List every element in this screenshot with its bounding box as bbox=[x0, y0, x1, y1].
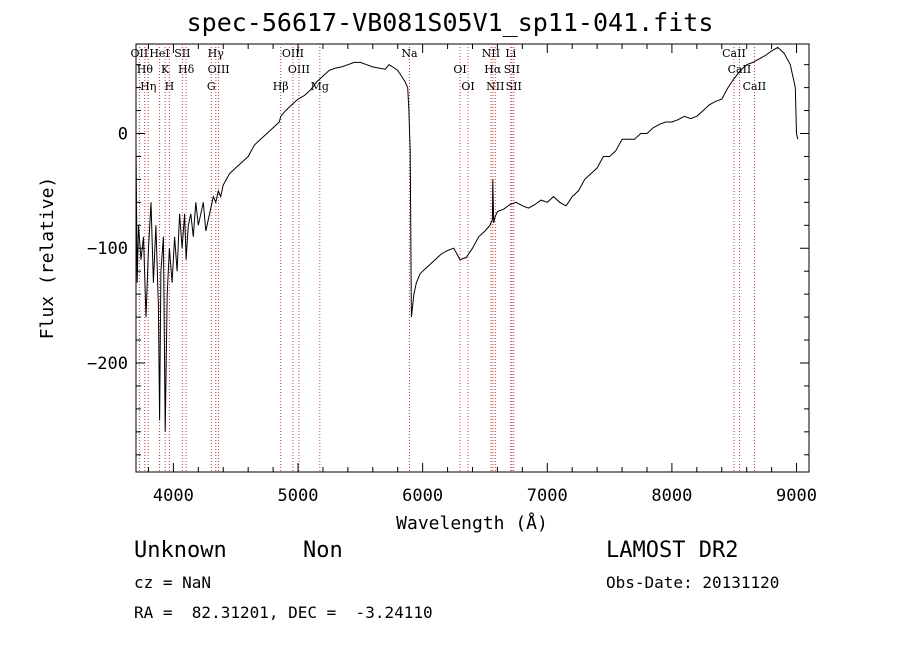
object-subclass: Non bbox=[303, 538, 343, 563]
line-label: K bbox=[161, 63, 170, 76]
line-label: NII bbox=[486, 80, 504, 93]
coordinates: RA = 82.31201, DEC = -3.24110 bbox=[134, 603, 433, 622]
line-label: CaII bbox=[743, 80, 767, 93]
line-label: Hη bbox=[140, 80, 156, 93]
line-label: Hγ bbox=[208, 47, 225, 60]
chart-title: spec-56617-VB081S05V1_sp11-041.fits bbox=[186, 8, 714, 37]
survey-name: LAMOST DR2 bbox=[606, 538, 739, 563]
line-label: CaII bbox=[728, 63, 752, 76]
line-label: Li bbox=[505, 47, 516, 60]
line-label: Hβ bbox=[273, 80, 289, 93]
line-label: H bbox=[165, 80, 175, 93]
line-label: Hα bbox=[484, 63, 502, 76]
y-axis-ticks: −200 −100 0 bbox=[87, 64, 809, 456]
line-label: CaII bbox=[722, 47, 746, 60]
line-label: SII bbox=[506, 80, 522, 93]
line-label: OIII bbox=[208, 63, 230, 76]
redshift-cz: cz = NaN bbox=[134, 573, 212, 592]
x-tick-label: 9000 bbox=[776, 486, 817, 506]
x-tick-label: 4000 bbox=[153, 486, 194, 506]
spectral-line-labels: OIIHθHηHeIKHSIIHδGHγOIIIHβOIIIOIIIMgNaOI… bbox=[131, 47, 767, 93]
line-label: SII bbox=[504, 63, 520, 76]
line-label: NII bbox=[482, 47, 500, 60]
spectrum-curve bbox=[135, 46, 799, 432]
y-tick-label: 0 bbox=[118, 125, 128, 145]
line-label: OIII bbox=[288, 63, 310, 76]
x-axis-label: Wavelength (Å) bbox=[396, 512, 548, 534]
line-label: OI bbox=[453, 63, 466, 76]
x-tick-label: 8000 bbox=[651, 486, 692, 506]
x-tick-label: 7000 bbox=[527, 486, 568, 506]
line-label: Hθ bbox=[137, 63, 154, 76]
object-class: Unknown bbox=[134, 538, 227, 563]
x-tick-label: 5000 bbox=[278, 486, 319, 506]
line-label: OII bbox=[131, 47, 149, 60]
line-label: OIII bbox=[282, 47, 304, 60]
spectral-line-markers bbox=[138, 44, 755, 472]
x-tick-label: 6000 bbox=[402, 486, 443, 506]
y-axis-label: Flux (relative) bbox=[37, 177, 58, 340]
line-label: Na bbox=[401, 47, 418, 60]
y-tick-label: −100 bbox=[87, 239, 128, 259]
line-label: SII bbox=[174, 47, 190, 60]
obs-date: Obs-Date: 20131120 bbox=[606, 573, 780, 592]
line-label: G bbox=[207, 80, 216, 93]
y-tick-label: −200 bbox=[87, 354, 128, 374]
line-label: Hδ bbox=[178, 63, 195, 76]
x-axis-ticks: 4000 5000 6000 7000 8000 9000 bbox=[147, 44, 817, 506]
line-label: HeI bbox=[149, 47, 169, 60]
line-label: OI bbox=[461, 80, 474, 93]
plot-frame bbox=[135, 43, 810, 473]
